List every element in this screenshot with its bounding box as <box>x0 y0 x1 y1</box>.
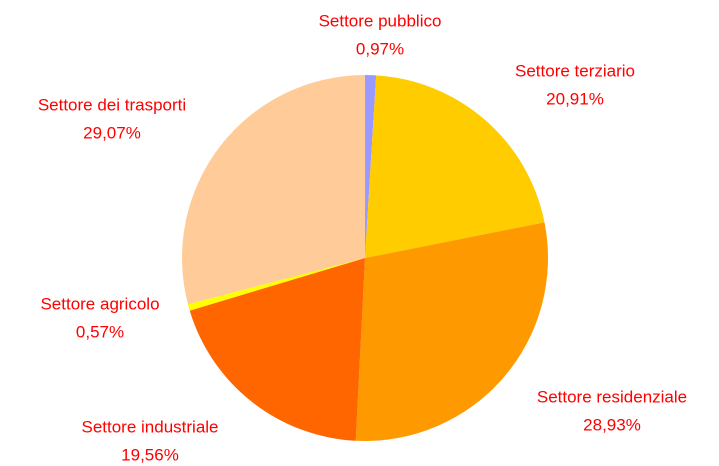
pie-slice <box>181 75 365 305</box>
slice-label: Settore terziario <box>515 61 635 80</box>
pie-slice <box>189 258 365 441</box>
pie-slice <box>365 75 545 258</box>
slice-value-label: 20,91% <box>546 89 604 108</box>
slice-label: Settore residenziale <box>537 387 687 406</box>
slice-value-label: 0,97% <box>356 39 404 58</box>
slice-value-label: 28,93% <box>583 415 641 434</box>
slice-label: Settore industriale <box>81 417 218 436</box>
slice-label: Settore dei trasporti <box>38 95 186 114</box>
pie-slice <box>187 258 365 311</box>
slice-label: Settore pubblico <box>319 11 442 30</box>
slice-value-label: 19,56% <box>121 445 179 464</box>
slice-value-label: 29,07% <box>83 123 141 142</box>
pie-slice <box>365 75 377 258</box>
pie-slice <box>355 222 548 441</box>
slice-value-label: 0,57% <box>76 322 124 341</box>
slice-label: Settore agricolo <box>40 294 159 313</box>
